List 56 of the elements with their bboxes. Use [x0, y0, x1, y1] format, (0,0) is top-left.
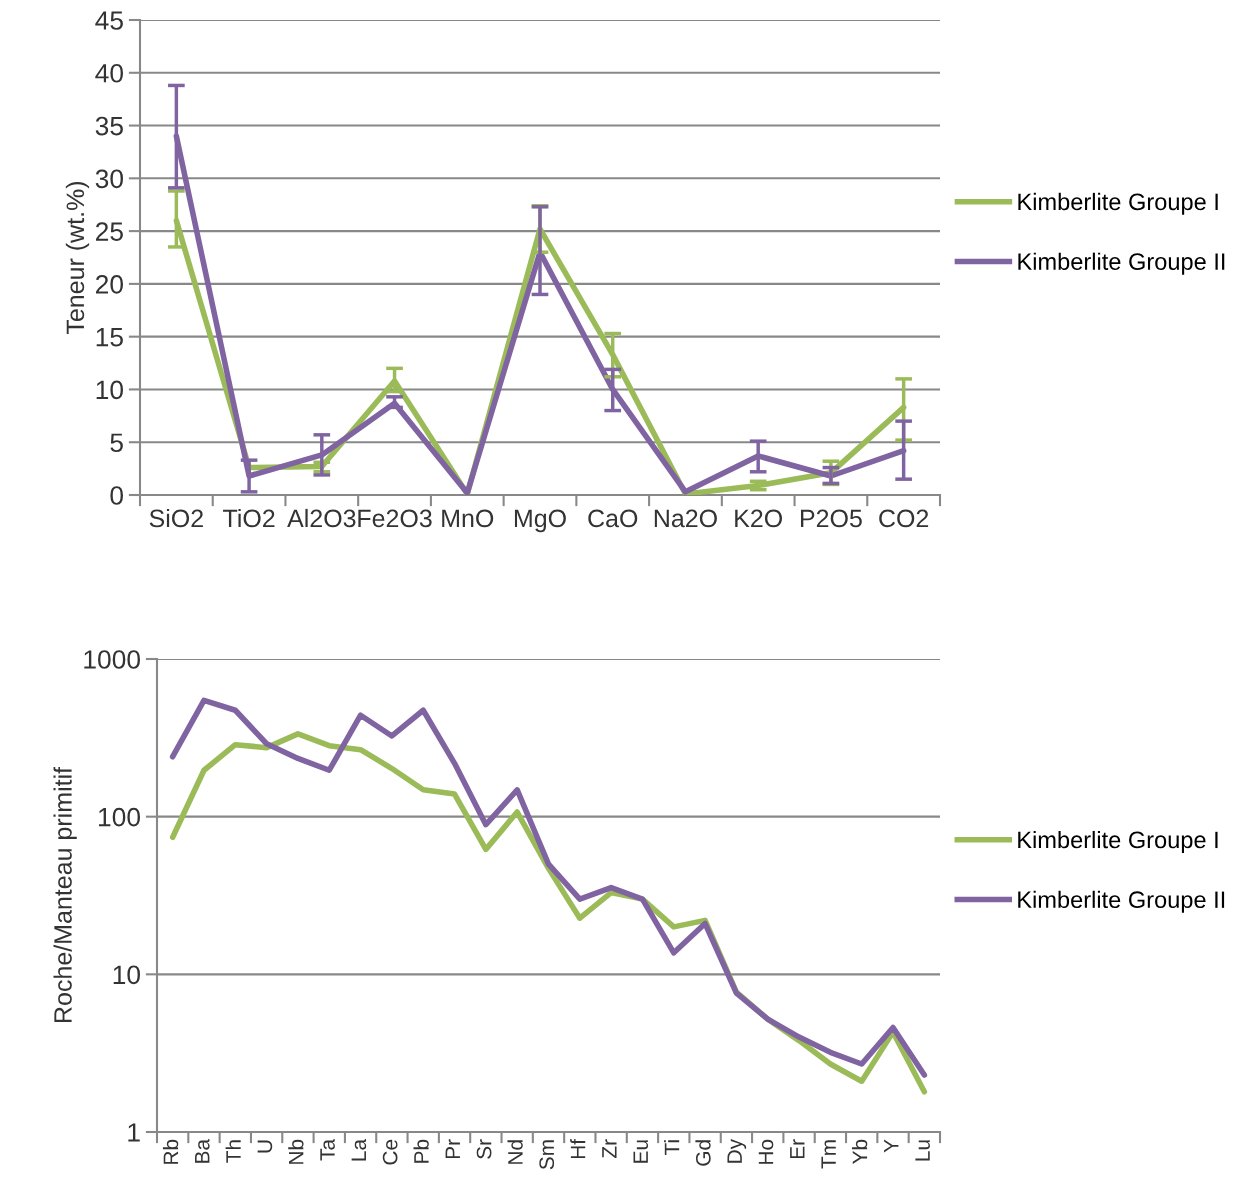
x-tick-label: Y	[884, 1139, 899, 1153]
x-tick-label: Nd	[507, 1140, 523, 1164]
y-tick-label: 15	[96, 328, 123, 347]
x-tick-label: Ti	[664, 1140, 680, 1156]
y-tick-label: 1000	[84, 650, 140, 669]
x-tick-label: Dy	[727, 1138, 747, 1163]
x-tick-label: MgO	[514, 509, 566, 533]
x-tick-label: Ta	[320, 1138, 335, 1161]
x-tick-label: Na2O	[654, 509, 717, 528]
legend-label: Kimberlite Groupe I	[1018, 192, 1218, 215]
y-tick-label: 35	[95, 116, 123, 136]
x-tick-label: MnO	[442, 509, 494, 528]
legend-label: Kimberlite Groupe II	[1018, 890, 1225, 913]
y-tick-label: 10	[96, 380, 123, 400]
y-axis-title: Teneur (wt.%)	[65, 181, 90, 335]
x-tick-label: Er	[790, 1139, 805, 1159]
x-tick-label: Lu	[915, 1140, 930, 1161]
y-tick-label: 1	[128, 1123, 140, 1142]
x-tick-label: SiO2	[149, 508, 203, 528]
x-tick-label: Nb	[288, 1139, 304, 1164]
x-tick-label: Yb	[851, 1139, 868, 1164]
x-tick-label: Hf	[570, 1138, 586, 1159]
x-tick-label: Al2O3	[287, 508, 356, 528]
x-tick-label: La	[351, 1138, 367, 1161]
x-tick-label: Eu	[633, 1140, 649, 1163]
x-tick-label: TiO2	[223, 508, 275, 528]
x-tick-label: Sr	[476, 1139, 492, 1159]
x-tick-label: CaO	[588, 509, 638, 528]
x-tick-label: K2O	[735, 509, 782, 528]
x-tick-label: U	[257, 1140, 273, 1153]
legend-label: Kimberlite Groupe II	[1018, 252, 1225, 275]
x-tick-label: P2O5	[801, 509, 862, 528]
y-axis-title: Roche/Manteau primitif	[53, 766, 77, 1022]
y-tick-label: 100	[99, 807, 140, 827]
y-tick-label: 30	[95, 169, 123, 189]
legend-label: Kimberlite Groupe I	[1018, 830, 1218, 853]
y-tick-label: 40	[95, 63, 123, 83]
x-tick-label: Pb	[413, 1139, 429, 1163]
x-tick-label: Fe2O3	[358, 509, 432, 528]
x-tick-label: Zr	[602, 1139, 617, 1158]
x-tick-label: Tm	[821, 1140, 836, 1169]
x-tick-label: Th	[225, 1140, 241, 1163]
x-tick-label: Pr	[445, 1139, 460, 1159]
x-tick-label: Rb	[162, 1139, 179, 1164]
x-tick-label: Gd	[695, 1140, 711, 1166]
y-tick-label: 0	[110, 486, 123, 505]
y-tick-label: 45	[95, 11, 123, 30]
x-tick-label: Ce	[382, 1139, 398, 1165]
x-tick-label: CO2	[879, 509, 929, 528]
x-tick-label: Ho	[758, 1139, 774, 1164]
y-tick-label: 25	[96, 222, 123, 241]
x-tick-label: Sm	[539, 1140, 555, 1170]
x-tick-label: Ba	[195, 1138, 210, 1163]
y-tick-label: 20	[96, 275, 123, 294]
y-tick-label: 10	[113, 965, 140, 985]
y-tick-label: 5	[110, 433, 123, 453]
